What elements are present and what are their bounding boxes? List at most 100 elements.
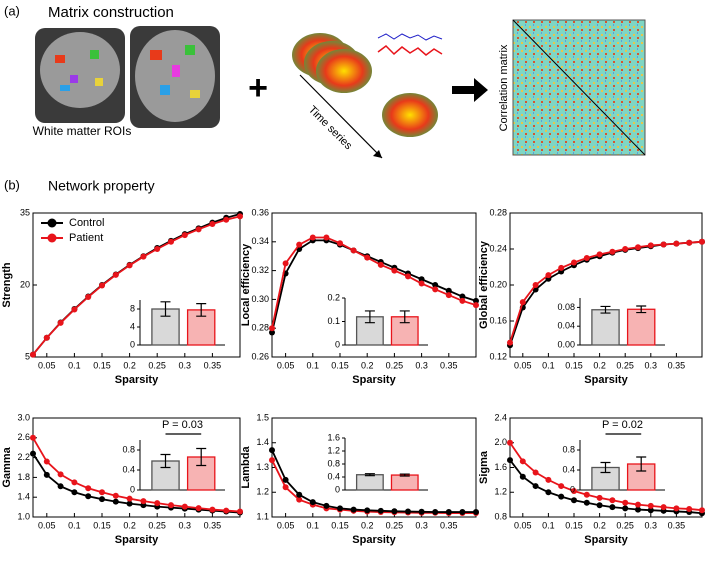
point [126, 500, 133, 507]
series-line [509, 240, 703, 343]
point [309, 499, 316, 506]
x-tick-label: 0.05 [38, 520, 56, 530]
error-bar [636, 305, 647, 314]
x-tick-label: 0.25 [616, 360, 634, 370]
point [43, 334, 50, 341]
point [391, 508, 398, 515]
y-tick-label: 35 [20, 207, 30, 217]
x-tick-label: 0.2 [593, 520, 606, 530]
point [140, 253, 147, 260]
point [545, 272, 552, 279]
y-axis-label: Strength [1, 262, 13, 308]
point [168, 502, 174, 509]
error-bar [160, 301, 171, 317]
point [112, 271, 119, 278]
x-tick-label: 0.2 [123, 520, 136, 530]
y-tick-label: 1.2 [327, 445, 340, 455]
y-tick-label: 0.04 [557, 321, 575, 331]
y-tick-label: 1.6 [494, 462, 507, 472]
x-tick-label: 0.15 [93, 520, 111, 530]
y-axis-label: Local efficiency [240, 243, 252, 326]
y-tick-label: 1.2 [256, 487, 269, 497]
point [309, 234, 316, 241]
y-tick-label: 1.8 [17, 472, 30, 482]
point [269, 325, 275, 332]
x-tick-label: 0.35 [440, 520, 458, 530]
point [699, 238, 705, 245]
brain-axial [130, 26, 220, 128]
point [30, 450, 36, 457]
y-tick-label: 0.12 [489, 351, 507, 361]
point [99, 496, 105, 503]
y-tick-label: 2.2 [17, 452, 30, 462]
point [459, 297, 466, 304]
point [571, 259, 577, 266]
point [195, 226, 202, 233]
panel-title: Network property [48, 178, 155, 194]
series-line [32, 215, 241, 356]
point [519, 473, 526, 480]
time-caption: Time series [306, 104, 355, 153]
x-tick-label: 0.05 [277, 520, 295, 530]
point [337, 505, 343, 512]
y-tick-label: 0 [570, 484, 575, 494]
point [459, 293, 466, 300]
error-bar [364, 473, 375, 477]
bar [390, 474, 419, 491]
point [30, 434, 36, 441]
y-tick-label: 0.1 [327, 316, 340, 326]
y-tick-label: 1.3 [256, 462, 269, 472]
y-tick-label: 20 [20, 279, 30, 289]
bar [355, 316, 384, 346]
p-value: P = 0.02 [602, 419, 643, 431]
point [507, 457, 513, 464]
series-line [32, 437, 241, 513]
point [647, 502, 654, 509]
point [519, 458, 526, 465]
point [126, 262, 133, 269]
point [350, 247, 357, 254]
x-tick-label: 0.25 [386, 360, 404, 370]
x-tick-label: 0.2 [123, 360, 136, 370]
point [432, 509, 439, 516]
point [596, 494, 603, 501]
x-tick-label: 0.1 [307, 520, 320, 530]
point [507, 439, 513, 446]
x-tick-label: 0.15 [565, 360, 583, 370]
point [660, 241, 667, 248]
y-tick-label: 0.00 [557, 339, 575, 349]
point [350, 506, 357, 513]
point [459, 509, 466, 516]
panel-label: (a) [4, 3, 20, 18]
x-tick-label: 0.3 [179, 520, 192, 530]
point [686, 505, 693, 512]
y-tick-label: 0.24 [489, 243, 507, 253]
point [673, 505, 680, 512]
point [282, 260, 289, 267]
point [445, 292, 452, 299]
y-tick-label: 0.28 [489, 207, 507, 217]
point [269, 329, 275, 336]
point [583, 491, 590, 498]
legend-marker [47, 218, 57, 228]
legend-label: Patient [69, 232, 103, 244]
point [519, 299, 526, 306]
y-tick-label: 0 [335, 339, 340, 349]
point [660, 504, 667, 511]
x-tick-label: 0.05 [514, 360, 532, 370]
bar [355, 474, 384, 491]
y-tick-label: 0.2 [327, 292, 340, 302]
y-tick-label: 1.4 [256, 437, 269, 447]
x-tick-label: 0.35 [204, 520, 222, 530]
point [673, 240, 680, 247]
brain-coronal [35, 28, 125, 123]
x-tick-label: 0.25 [148, 360, 166, 370]
series-line [271, 236, 477, 329]
point [686, 239, 693, 246]
point [223, 507, 230, 514]
point [377, 261, 384, 268]
x-tick-label: 0.35 [668, 520, 686, 530]
point [282, 484, 289, 491]
point [596, 251, 603, 258]
